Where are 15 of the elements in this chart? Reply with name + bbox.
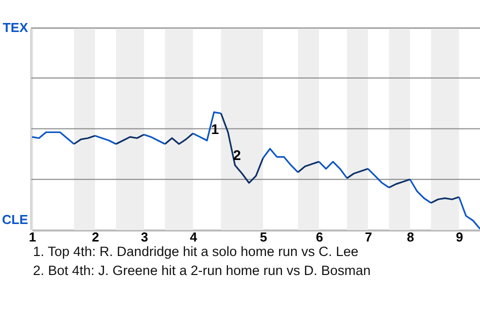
x-tick-label: 3 bbox=[140, 230, 148, 244]
x-tick-label: 6 bbox=[316, 230, 324, 244]
text: 1. Top 4th: R. Dandridge hit a solo home run vs C. Lee bbox=[33, 244, 358, 259]
text: CLE bbox=[2, 212, 28, 227]
x-tick-label: 5 bbox=[260, 230, 268, 244]
text: TEX bbox=[2, 20, 28, 35]
text: 2. Bot 4th: J. Greene hit a 2-run home run vs D. Bosman bbox=[33, 263, 371, 278]
x-tick-label: 8 bbox=[406, 230, 414, 244]
x-tick-label: 1 bbox=[28, 230, 36, 244]
x-tick-label: 7 bbox=[364, 230, 372, 244]
x-tick-label: 2 bbox=[92, 230, 100, 244]
x-tick-label: 9 bbox=[456, 230, 464, 244]
annotation: 2 bbox=[233, 147, 242, 163]
x-tick-label: 4 bbox=[190, 230, 198, 244]
annotation: 1 bbox=[211, 121, 220, 137]
